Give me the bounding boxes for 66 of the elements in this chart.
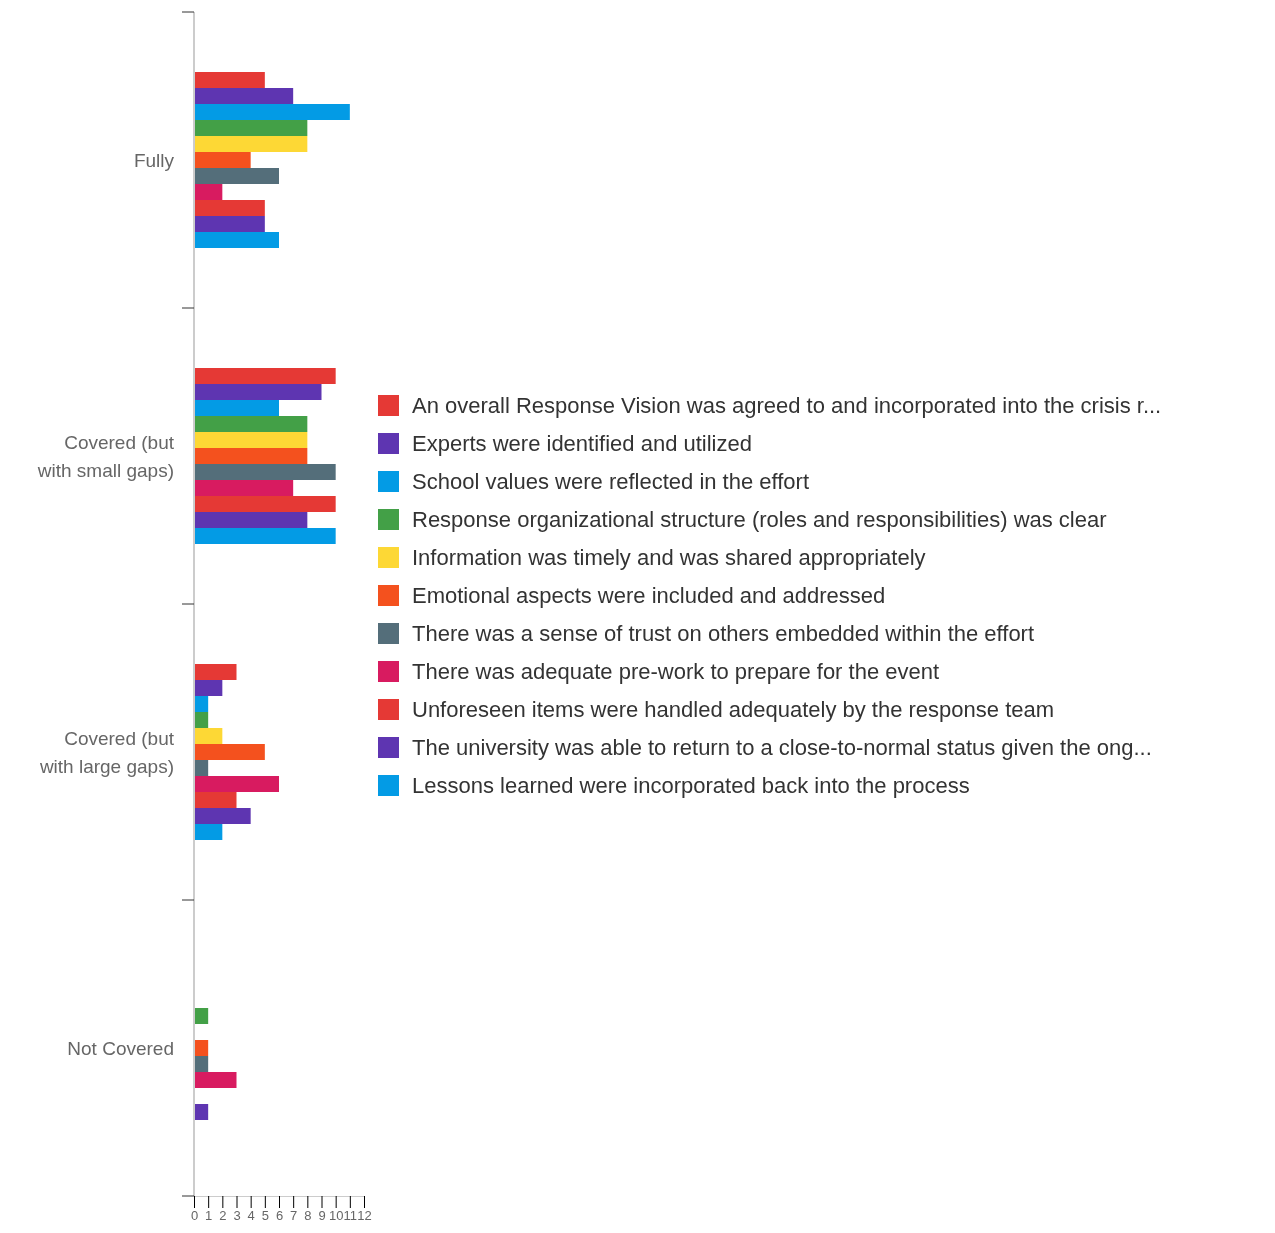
legend-label: Response organizational structure (roles and responsibilities) was clear xyxy=(412,507,1107,532)
x-tick-label: 4 xyxy=(247,1208,255,1224)
bar xyxy=(194,1008,209,1024)
bar xyxy=(194,1104,209,1120)
legend-label: Information was timely and was shared appropriately xyxy=(412,545,926,570)
x-tick-label: 8 xyxy=(304,1208,312,1224)
legend-label: There was adequate pre-work to prepare for the event xyxy=(412,659,940,684)
bar xyxy=(194,232,279,248)
y-tick-label: Covered (but with small gaps) xyxy=(36,432,175,481)
x-tick-label: 0 xyxy=(190,1208,199,1224)
y-tick-label: Not Covered xyxy=(67,1038,174,1059)
x-tick-label: 3 xyxy=(233,1208,241,1224)
x-tick-label: 6 xyxy=(275,1208,284,1224)
x-tick-label: 5 xyxy=(261,1208,269,1224)
bar xyxy=(194,432,308,448)
x-tick-label: 12 xyxy=(357,1208,372,1224)
bar xyxy=(194,384,322,400)
x-tick-label: 9 xyxy=(318,1208,326,1224)
legend-label: Experts were identified and utilized xyxy=(412,431,752,456)
bar xyxy=(194,168,279,184)
bar xyxy=(194,184,223,200)
bar xyxy=(194,808,251,824)
bar xyxy=(194,528,336,544)
bar xyxy=(194,152,251,168)
x-tick-label: 11 xyxy=(343,1208,358,1224)
bar xyxy=(194,664,237,680)
bar xyxy=(194,696,209,712)
bar xyxy=(194,744,265,760)
bar xyxy=(194,480,294,496)
bar xyxy=(194,496,336,512)
x-tick-label: 2 xyxy=(219,1208,227,1224)
bar xyxy=(194,824,223,840)
bar xyxy=(194,136,308,152)
legend-label: Unforeseen items were handled adequately by the response team xyxy=(412,697,1055,722)
x-tick-label: 1 xyxy=(205,1208,213,1224)
y-tick-label: Fully xyxy=(133,150,175,171)
bar xyxy=(194,200,265,216)
bar xyxy=(194,464,336,480)
bar xyxy=(194,776,279,792)
bar xyxy=(194,88,294,104)
bar xyxy=(194,1056,209,1072)
bar xyxy=(194,760,209,776)
bar xyxy=(194,712,209,728)
bar xyxy=(194,104,350,120)
x-tick-label: 7 xyxy=(290,1208,298,1224)
bar xyxy=(194,216,265,232)
bar xyxy=(194,368,336,384)
legend-label: Emotional aspects were included and addressed xyxy=(412,583,886,608)
bar xyxy=(194,448,308,464)
bar xyxy=(194,1040,209,1056)
bar xyxy=(194,416,308,432)
bar xyxy=(194,120,308,136)
bar xyxy=(194,72,265,88)
legend-label: There was a sense of trust on others embedded within the effort xyxy=(412,621,1035,646)
legend-label: An overall Response Vision was agreed to and incorporated into the crisis r... xyxy=(412,393,1162,418)
legend-label: Lessons learned were incorporated back into the process xyxy=(412,773,970,798)
bar xyxy=(194,680,223,696)
y-tick-label: Covered (but with large gaps) xyxy=(38,728,175,777)
bar xyxy=(194,792,237,808)
legend-label: The university was able to return to a close-to-normal status given the ong... xyxy=(412,735,1152,760)
bar xyxy=(194,728,223,744)
x-tick-label: 10 xyxy=(328,1208,344,1224)
bar xyxy=(194,1072,237,1088)
legend-label: School values were reflected in the effort xyxy=(412,469,810,494)
bar xyxy=(194,512,308,528)
bar xyxy=(194,400,279,416)
